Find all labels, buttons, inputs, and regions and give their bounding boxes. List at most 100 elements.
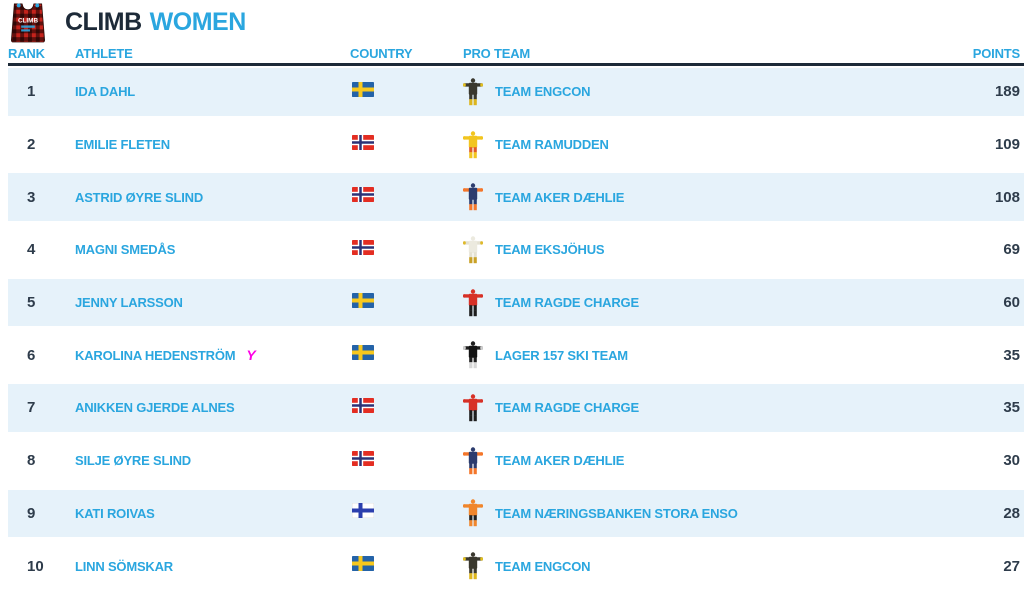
team-name-link[interactable]: LAGER 157 SKI TEAM <box>495 347 628 363</box>
athlete-name-link[interactable]: IDA DAHL <box>75 84 136 100</box>
team-name-link[interactable]: TEAM AKER DÆHLIE <box>495 453 625 469</box>
column-header-country: COUNTRY <box>350 46 413 61</box>
rank-value: 7 <box>27 399 36 417</box>
table-row: 1 IDA DAHL TEAM ENGCON 189 <box>8 68 1024 121</box>
flag-swe-icon <box>352 345 374 361</box>
flag-nor-icon <box>352 187 374 203</box>
athlete-cell: MAGNI SMEDÅS <box>75 242 350 257</box>
rank-value: 2 <box>27 136 36 154</box>
table-row: 8 SILJE ØYRE SLIND TEAM AKER DÆHLIE 30 <box>8 437 1024 490</box>
country-cell <box>350 502 463 523</box>
athlete-cell: EMILIE FLETEN <box>75 137 350 152</box>
athlete-name-link[interactable]: MAGNI SMEDÅS <box>75 242 176 258</box>
country-cell <box>350 81 463 102</box>
athlete-name-link[interactable]: KAROLINA HEDENSTRÖM <box>75 347 236 363</box>
table-row: 6 KAROLINA HEDENSTRÖM Y LAGER 157 SKI TE… <box>8 331 1024 385</box>
table-body: 1 IDA DAHL TEAM ENGCON 189 2 EMILIE FLET… <box>8 68 1024 593</box>
athlete-cell: KATI ROIVAS <box>75 506 350 521</box>
athlete-name-link[interactable]: LINN SÖMSKAR <box>75 558 173 574</box>
page-title: CLIMB WOMEN <box>65 7 247 36</box>
flag-nor-icon <box>352 450 374 466</box>
team-name-link[interactable]: TEAM RAGDE CHARGE <box>495 400 639 416</box>
bib-text: CLIMB <box>18 18 38 25</box>
points-value: 28 <box>1003 504 1020 522</box>
standings-table: RANK ATHLETE COUNTRY PRO TEAM POINTS 1 I… <box>8 44 1024 593</box>
pro-team-cell: TEAM NÆRINGSBANKEN STORA ENSO <box>463 499 934 527</box>
points-value: 108 <box>994 188 1020 206</box>
pro-team-cell: TEAM RAGDE CHARGE <box>463 394 934 422</box>
points-value: 35 <box>1003 346 1020 364</box>
athlete-cell: JENNY LARSSON <box>75 295 350 310</box>
team-name-link[interactable]: TEAM RAGDE CHARGE <box>495 295 639 311</box>
country-cell <box>350 345 463 365</box>
country-cell <box>350 556 463 576</box>
athlete-name-link[interactable]: KATI ROIVAS <box>75 505 155 521</box>
points-value: 69 <box>1003 241 1020 259</box>
flag-nor-icon <box>352 239 374 255</box>
points-value: 27 <box>1003 557 1020 575</box>
table-row: 9 KATI ROIVAS TEAM NÆRINGSBANKEN STORA E… <box>8 489 1024 543</box>
team-name-link[interactable]: TEAM AKER DÆHLIE <box>495 189 625 205</box>
team-suit-icon <box>463 394 483 422</box>
athlete-cell: IDA DAHL <box>75 84 350 99</box>
athlete-name-link[interactable]: JENNY LARSSON <box>75 295 183 311</box>
pro-team-cell: TEAM AKER DÆHLIE <box>463 446 934 475</box>
team-suit-icon <box>463 446 483 475</box>
team-suit-icon <box>463 130 483 159</box>
rank-value: 6 <box>27 346 36 364</box>
climb-bib-icon: CLIMB <box>8 2 48 43</box>
team-suit-icon <box>463 288 483 317</box>
points-value: 109 <box>994 136 1020 154</box>
points-value: 35 <box>1003 399 1020 417</box>
rank-value: 8 <box>27 452 36 470</box>
team-name-link[interactable]: TEAM ENGCON <box>495 558 591 574</box>
column-header-points: POINTS <box>972 46 1020 61</box>
athlete-cell: SILJE ØYRE SLIND <box>75 453 350 468</box>
table-row: 10 LINN SÖMSKAR TEAM ENGCON 27 <box>8 542 1024 593</box>
team-suit-icon <box>463 552 483 580</box>
flag-swe-icon <box>352 292 374 308</box>
rank-value: 1 <box>27 83 36 101</box>
page-title-women: WOMEN <box>149 7 247 36</box>
athlete-name-link[interactable]: ANIKKEN GJERDE ALNES <box>75 400 235 416</box>
page-header: CLIMB CLIMB WOMEN <box>0 0 1024 44</box>
pro-team-cell: LAGER 157 SKI TEAM <box>463 341 934 369</box>
table-row: 5 JENNY LARSSON TEAM RAGDE CHARGE 60 <box>8 278 1024 332</box>
rank-value: 9 <box>27 504 36 522</box>
youth-leader-marker: Y <box>246 347 256 364</box>
table-row: 4 MAGNI SMEDÅS TEAM EKSJÖHUS 69 <box>8 226 1024 279</box>
athlete-cell: LINN SÖMSKAR <box>75 559 350 574</box>
pro-team-cell: TEAM RAMUDDEN <box>463 130 934 159</box>
pro-team-cell: TEAM ENGCON <box>463 552 934 580</box>
flag-swe-icon <box>352 81 374 97</box>
rank-value: 4 <box>27 241 36 259</box>
table-row: 7 ANIKKEN GJERDE ALNES TEAM RAGDE CHARGE… <box>8 384 1024 437</box>
points-value: 189 <box>994 83 1020 101</box>
pro-team-cell: TEAM ENGCON <box>463 78 934 106</box>
athlete-name-link[interactable]: EMILIE FLETEN <box>75 137 170 153</box>
table-row: 3 ASTRID ØYRE SLIND TEAM AKER DÆHLIE 108 <box>8 173 1024 227</box>
column-header-rank: RANK <box>8 46 45 61</box>
column-header-athlete: ATHLETE <box>75 46 133 61</box>
team-name-link[interactable]: TEAM NÆRINGSBANKEN STORA ENSO <box>495 505 738 521</box>
team-name-link[interactable]: TEAM ENGCON <box>495 84 591 100</box>
athlete-name-link[interactable]: ASTRID ØYRE SLIND <box>75 189 204 205</box>
athlete-name-link[interactable]: SILJE ØYRE SLIND <box>75 453 191 469</box>
team-name-link[interactable]: TEAM RAMUDDEN <box>495 137 609 153</box>
flag-fin-icon <box>351 502 375 519</box>
country-cell <box>350 450 463 471</box>
athlete-cell: ASTRID ØYRE SLIND <box>75 190 350 205</box>
country-cell <box>350 134 463 155</box>
country-cell <box>350 397 463 418</box>
team-suit-icon <box>463 78 483 106</box>
athlete-cell: ANIKKEN GJERDE ALNES <box>75 400 350 415</box>
team-suit-icon <box>463 183 483 211</box>
pro-team-cell: TEAM EKSJÖHUS <box>463 236 934 264</box>
team-name-link[interactable]: TEAM EKSJÖHUS <box>495 242 605 258</box>
pro-team-cell: TEAM RAGDE CHARGE <box>463 288 934 317</box>
points-value: 30 <box>1003 452 1020 470</box>
team-suit-icon <box>463 341 483 369</box>
flag-swe-icon <box>352 556 374 572</box>
page-title-climb: CLIMB <box>65 7 142 36</box>
